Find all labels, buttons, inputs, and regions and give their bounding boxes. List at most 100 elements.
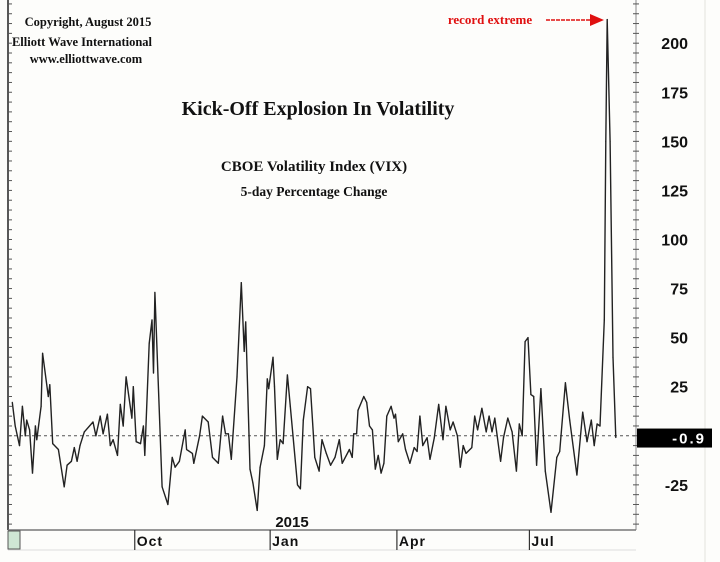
data-point xyxy=(465,452,467,455)
data-point xyxy=(73,446,75,449)
data-point xyxy=(184,429,186,431)
data-point xyxy=(193,462,195,464)
data-point xyxy=(161,486,163,488)
data-point xyxy=(556,456,558,458)
data-point xyxy=(154,291,156,294)
data-point xyxy=(596,423,598,425)
data-point xyxy=(63,486,65,488)
data-point xyxy=(276,458,278,460)
data-point xyxy=(536,464,538,466)
data-point xyxy=(380,472,382,474)
annotation-arrow-head-icon xyxy=(590,14,604,26)
data-point xyxy=(445,405,447,407)
data-point xyxy=(207,421,209,423)
data-point xyxy=(282,443,284,445)
data-point xyxy=(586,441,588,443)
data-point xyxy=(259,466,261,468)
data-point xyxy=(615,436,617,439)
data-point xyxy=(474,415,476,417)
data-point xyxy=(151,319,153,321)
data-point xyxy=(279,439,281,441)
data-point xyxy=(488,415,490,417)
data-point xyxy=(442,439,444,441)
credit-line-1: Copyright, August 2015 xyxy=(25,15,152,29)
data-point xyxy=(211,456,214,458)
data-point xyxy=(402,433,404,435)
data-point xyxy=(330,464,332,466)
data-point xyxy=(236,376,238,378)
data-point xyxy=(148,342,150,345)
y-tick-label: 25 xyxy=(670,380,688,397)
chart-subtitle: CBOE Volatility Index (VIX) xyxy=(221,159,407,175)
data-point xyxy=(40,405,42,407)
data-point xyxy=(174,466,176,468)
data-point xyxy=(306,386,309,388)
data-point xyxy=(521,435,523,437)
data-point xyxy=(66,464,68,466)
data-point xyxy=(612,356,614,358)
data-point xyxy=(485,431,487,433)
data-point xyxy=(112,439,114,441)
data-point xyxy=(459,466,461,468)
y-tick-label: 50 xyxy=(670,331,688,348)
data-point xyxy=(119,403,121,405)
y-axis-ticks: -25 25 50 75 100 125 150 175 200 xyxy=(8,3,688,525)
data-point xyxy=(109,444,111,447)
y-tick-label: 175 xyxy=(661,85,688,102)
data-point xyxy=(256,509,258,511)
x-tick-label: Jul xyxy=(531,533,554,549)
data-point xyxy=(518,423,520,425)
data-point xyxy=(296,484,299,486)
data-point xyxy=(268,388,270,390)
data-point xyxy=(125,376,127,378)
data-point xyxy=(393,417,395,419)
data-point xyxy=(252,482,254,484)
data-point xyxy=(47,395,49,398)
data-point xyxy=(416,450,418,453)
data-point xyxy=(142,425,144,427)
data-point xyxy=(377,454,379,457)
data-point xyxy=(394,413,397,415)
data-point xyxy=(390,405,392,407)
data-point xyxy=(341,462,343,464)
credit-line-3: www.elliottwave.com xyxy=(30,52,143,66)
y-tick-label: 200 xyxy=(661,36,688,53)
data-point xyxy=(178,460,181,462)
data-point xyxy=(603,319,605,321)
data-point xyxy=(368,425,371,427)
data-point xyxy=(302,419,304,421)
data-point xyxy=(609,140,611,142)
data-point xyxy=(273,386,276,388)
record-extreme-annotation: record extreme xyxy=(448,12,533,27)
data-point xyxy=(249,468,251,470)
data-point xyxy=(471,446,473,449)
data-point xyxy=(289,405,291,407)
data-point xyxy=(357,409,359,411)
data-point xyxy=(24,435,26,437)
scroll-handle[interactable] xyxy=(7,530,21,550)
data-point xyxy=(582,411,584,413)
data-point xyxy=(171,456,173,458)
data-point xyxy=(95,435,97,437)
data-point xyxy=(433,437,435,439)
data-point xyxy=(14,425,16,427)
data-point xyxy=(544,470,546,472)
data-point xyxy=(139,443,142,445)
data-point xyxy=(106,413,108,415)
data-point xyxy=(559,450,561,453)
data-point xyxy=(152,372,155,374)
data-point xyxy=(99,415,101,417)
data-point xyxy=(286,374,289,376)
last-value-badge xyxy=(637,428,712,448)
data-point xyxy=(240,282,242,284)
data-point xyxy=(404,448,407,451)
data-point xyxy=(371,429,374,431)
data-point xyxy=(321,439,323,441)
data-point xyxy=(422,444,424,447)
data-point xyxy=(29,429,31,431)
x-tick-label: Jan xyxy=(272,533,299,549)
data-point xyxy=(224,433,227,435)
data-point xyxy=(217,462,219,464)
data-point xyxy=(605,140,607,142)
